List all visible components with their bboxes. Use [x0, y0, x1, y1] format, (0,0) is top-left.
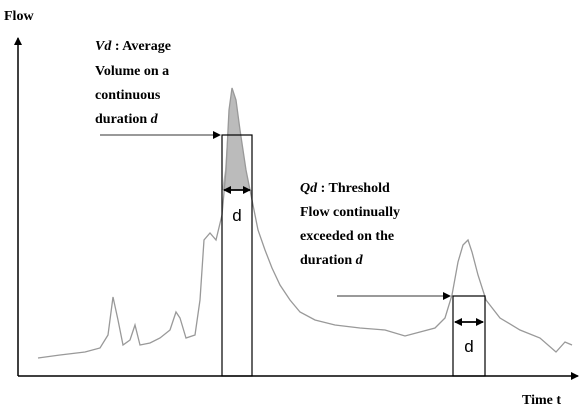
qd-sep: :	[321, 181, 326, 196]
vd-line: Volume on a	[95, 64, 169, 79]
qd-line: Threshold	[329, 181, 390, 196]
qd-line: duration	[300, 253, 352, 268]
vd-sep: :	[115, 39, 120, 54]
vd-line: continuous	[95, 88, 161, 103]
vd-duration-label: d	[232, 206, 241, 225]
qd-duration-label: d	[464, 337, 473, 356]
peak-fill	[222, 88, 252, 200]
vd-annotation: Vd : Average Volume on a continuous dura…	[95, 39, 174, 127]
hydrograph	[37, 87, 573, 359]
y-axis-label: Flow	[4, 9, 34, 24]
qd-line: Flow continually	[300, 205, 400, 220]
vd-var: d	[151, 112, 159, 127]
vd-box	[221, 134, 253, 377]
qd-annotation: Qd : Threshold Flow continually exceeded…	[300, 181, 403, 268]
x-axis-label: Time t	[522, 393, 561, 408]
qd-line: exceeded on the	[300, 229, 394, 244]
qd-box	[452, 295, 486, 377]
qd-symbol: Qd	[300, 181, 318, 196]
vd-line: duration	[95, 112, 147, 127]
vd-line: Average	[122, 39, 171, 54]
qd-var: d	[356, 253, 364, 268]
vd-symbol: Vd	[95, 39, 112, 54]
